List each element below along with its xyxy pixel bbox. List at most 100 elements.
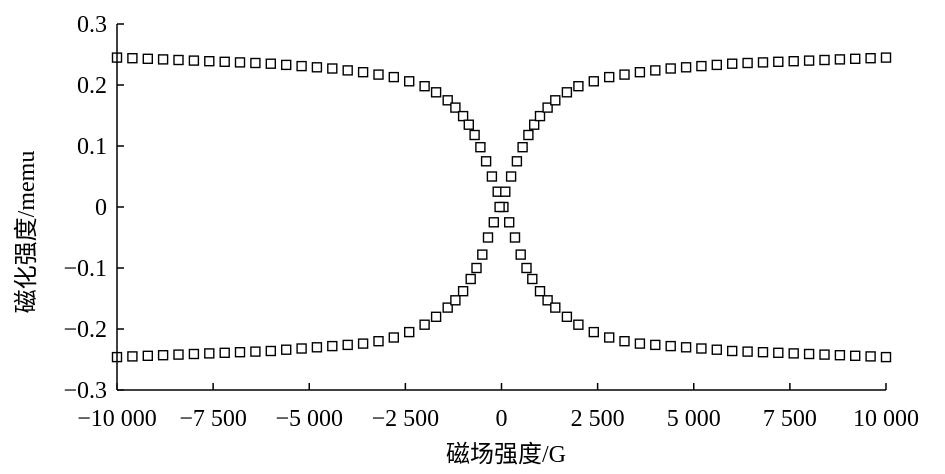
y-tick-label: −0.2 xyxy=(63,317,107,343)
data-point xyxy=(463,119,474,130)
data-point xyxy=(588,326,599,338)
data-point xyxy=(327,63,338,74)
data-point xyxy=(588,76,599,87)
data-point xyxy=(281,344,292,355)
data-point xyxy=(819,349,830,360)
data-point xyxy=(504,217,515,228)
data-point xyxy=(373,69,384,80)
data-point xyxy=(442,95,453,106)
data-point xyxy=(296,60,307,72)
data-point xyxy=(665,340,676,352)
data-point xyxy=(250,57,261,69)
data-point xyxy=(204,56,215,67)
data-point xyxy=(494,201,505,213)
data-point xyxy=(469,129,480,141)
data-point xyxy=(430,311,442,322)
data-point xyxy=(696,343,707,354)
data-point xyxy=(357,66,369,78)
data-point xyxy=(757,57,769,68)
data-point xyxy=(250,346,261,357)
data-point xyxy=(419,80,430,92)
data-point xyxy=(157,350,169,361)
tick-labels-layer: 0.3 0.2 0.1 0 −0.1 −0.2 −0.3−10 000 −7 500 −5 00… xyxy=(63,12,919,432)
data-point xyxy=(142,53,154,64)
data-point xyxy=(281,59,292,71)
y-tick-label: −0.3 xyxy=(63,378,107,404)
y-tick-label: 0 xyxy=(95,195,107,221)
data-point xyxy=(521,262,532,274)
data-point xyxy=(534,110,546,122)
x-tick-label: 5 000 xyxy=(667,406,721,432)
data-point xyxy=(311,342,323,353)
x-tick-label: −10 000 xyxy=(77,406,157,432)
data-point xyxy=(342,65,353,76)
data-point xyxy=(442,302,453,313)
data-point xyxy=(742,346,753,357)
data-point xyxy=(604,71,615,83)
data-point xyxy=(265,345,276,357)
data-point xyxy=(680,342,692,353)
data-point xyxy=(173,54,184,66)
data-point xyxy=(517,141,528,153)
data-point xyxy=(803,348,815,360)
data-point xyxy=(850,53,861,64)
data-point xyxy=(527,273,538,285)
data-point xyxy=(650,65,661,76)
data-point xyxy=(188,55,200,66)
data-point xyxy=(234,57,246,68)
data-point xyxy=(488,217,499,228)
data-point xyxy=(803,55,815,66)
x-tick-label: −2 500 xyxy=(372,406,440,432)
data-point xyxy=(471,262,482,274)
data-point xyxy=(773,347,784,358)
data-point xyxy=(542,102,553,113)
data-point xyxy=(505,171,517,182)
data-point xyxy=(450,295,461,306)
data-point xyxy=(834,350,846,361)
data-point xyxy=(157,54,169,65)
data-point xyxy=(850,350,861,361)
data-point xyxy=(650,339,661,351)
data-point xyxy=(542,295,553,306)
data-point xyxy=(550,95,561,106)
data-point xyxy=(234,347,246,358)
data-point xyxy=(819,54,830,66)
y-tick-label: −0.1 xyxy=(63,256,107,282)
data-point xyxy=(634,66,646,78)
data-point xyxy=(757,347,769,358)
data-point xyxy=(188,348,200,360)
data-point xyxy=(219,347,230,358)
data-point xyxy=(482,232,494,243)
x-tick-label: 2 500 xyxy=(571,406,625,432)
data-point xyxy=(788,56,799,67)
x-tick-label: −5 000 xyxy=(275,406,343,432)
data-point xyxy=(534,286,546,297)
data-point xyxy=(788,348,799,359)
data-point xyxy=(529,119,540,130)
data-point xyxy=(465,273,476,285)
data-point xyxy=(457,286,469,297)
x-tick-label: 7 500 xyxy=(763,406,817,432)
data-point xyxy=(573,319,584,330)
data-point xyxy=(619,336,630,347)
data-point xyxy=(680,62,692,73)
data-point xyxy=(604,332,615,343)
data-point xyxy=(619,69,630,80)
data-point xyxy=(834,54,846,65)
data-point xyxy=(327,340,338,352)
data-point xyxy=(457,110,469,122)
data-point xyxy=(561,87,573,98)
data-point xyxy=(127,351,138,362)
data-point xyxy=(388,332,399,343)
data-point xyxy=(477,249,488,260)
data-point xyxy=(665,63,676,74)
data-point xyxy=(727,58,738,69)
data-points-layer xyxy=(111,52,892,363)
data-point xyxy=(311,62,323,73)
data-point xyxy=(865,53,876,64)
data-point xyxy=(500,186,511,197)
data-point xyxy=(865,351,876,362)
data-point xyxy=(419,319,430,330)
